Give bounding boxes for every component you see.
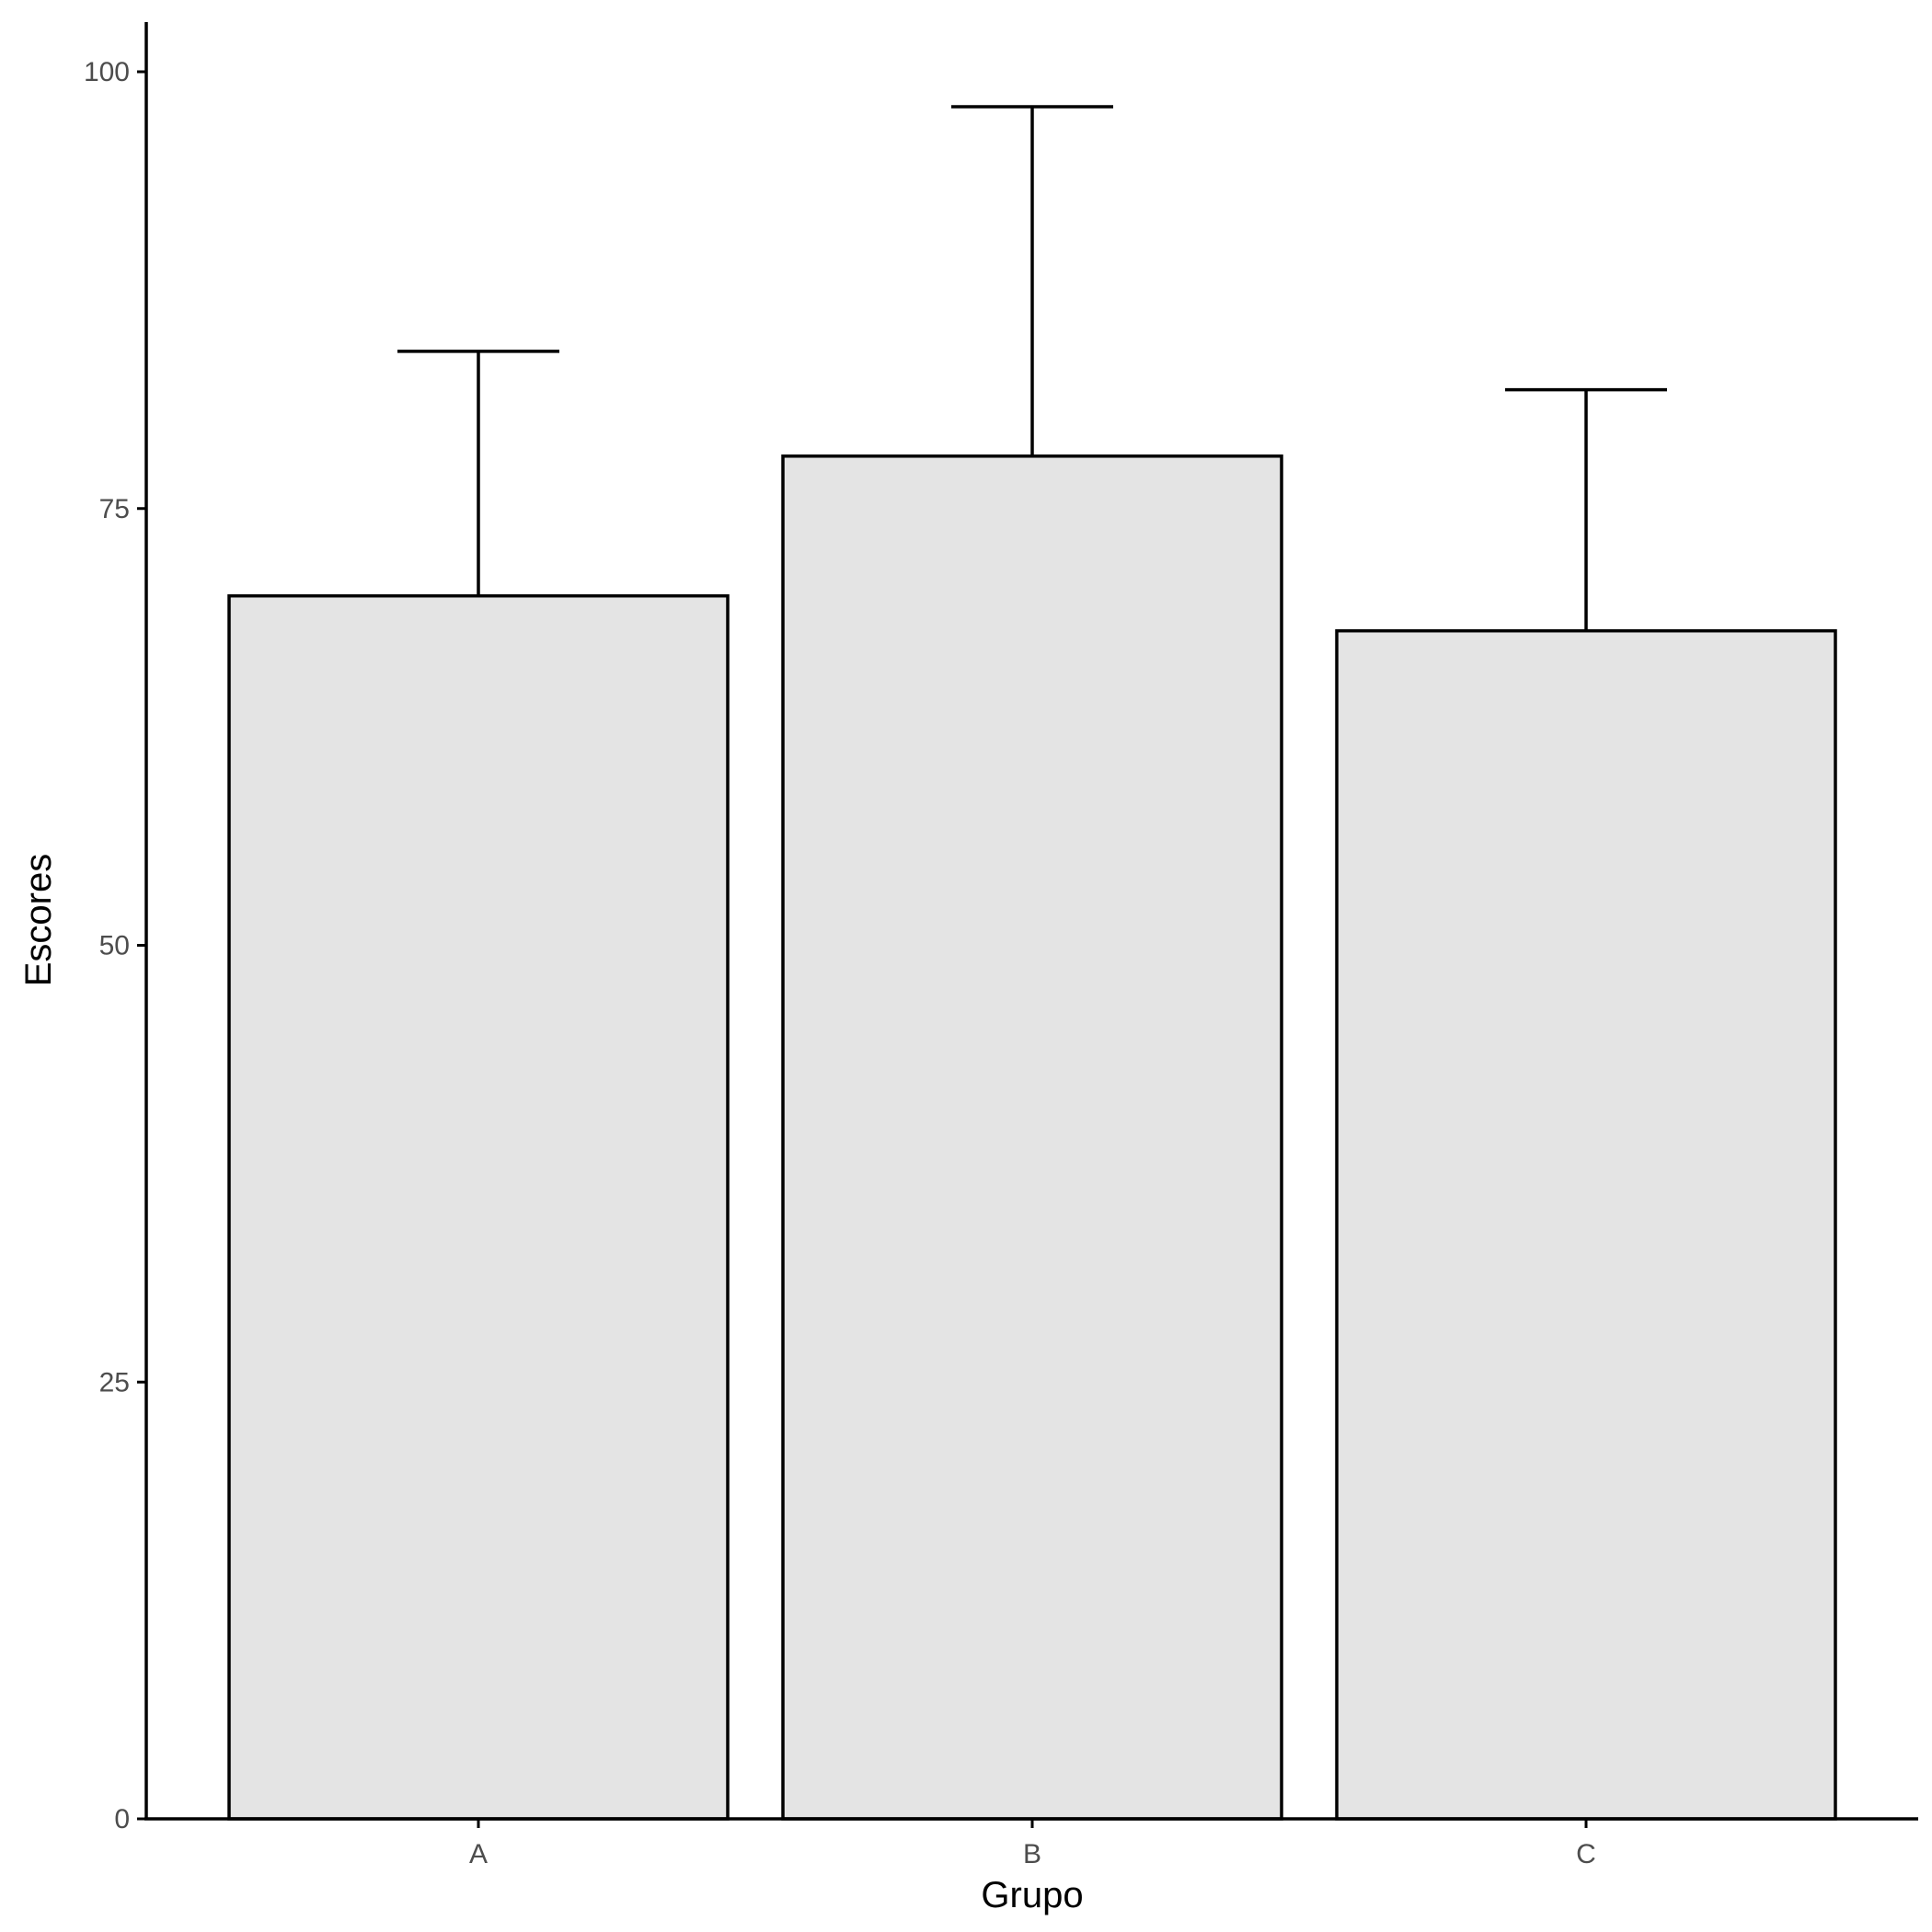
x-tick-label-A: A	[469, 1839, 488, 1869]
bars-layer	[227, 454, 1837, 1821]
x-axis-title: Grupo	[981, 1875, 1083, 1915]
y-ticks-layer: 0 25 50 75 100	[84, 57, 146, 1834]
y-tick-label-25: 25	[99, 1367, 130, 1397]
bar-C	[1335, 628, 1837, 1821]
x-tick-label-B: B	[1023, 1839, 1041, 1869]
bar-A	[227, 593, 730, 1821]
error-bars-layer	[397, 105, 1667, 631]
x-tick-label-C: C	[1576, 1839, 1596, 1869]
y-tick-label-0: 0	[114, 1804, 130, 1834]
y-axis-title: Escores	[18, 854, 59, 987]
y-tick-label-50: 50	[99, 931, 130, 961]
bar-B	[781, 454, 1283, 1821]
x-ticks-layer: A B C	[469, 1819, 1596, 1869]
y-tick-label-75: 75	[99, 494, 130, 524]
y-tick-label-100: 100	[84, 57, 130, 87]
